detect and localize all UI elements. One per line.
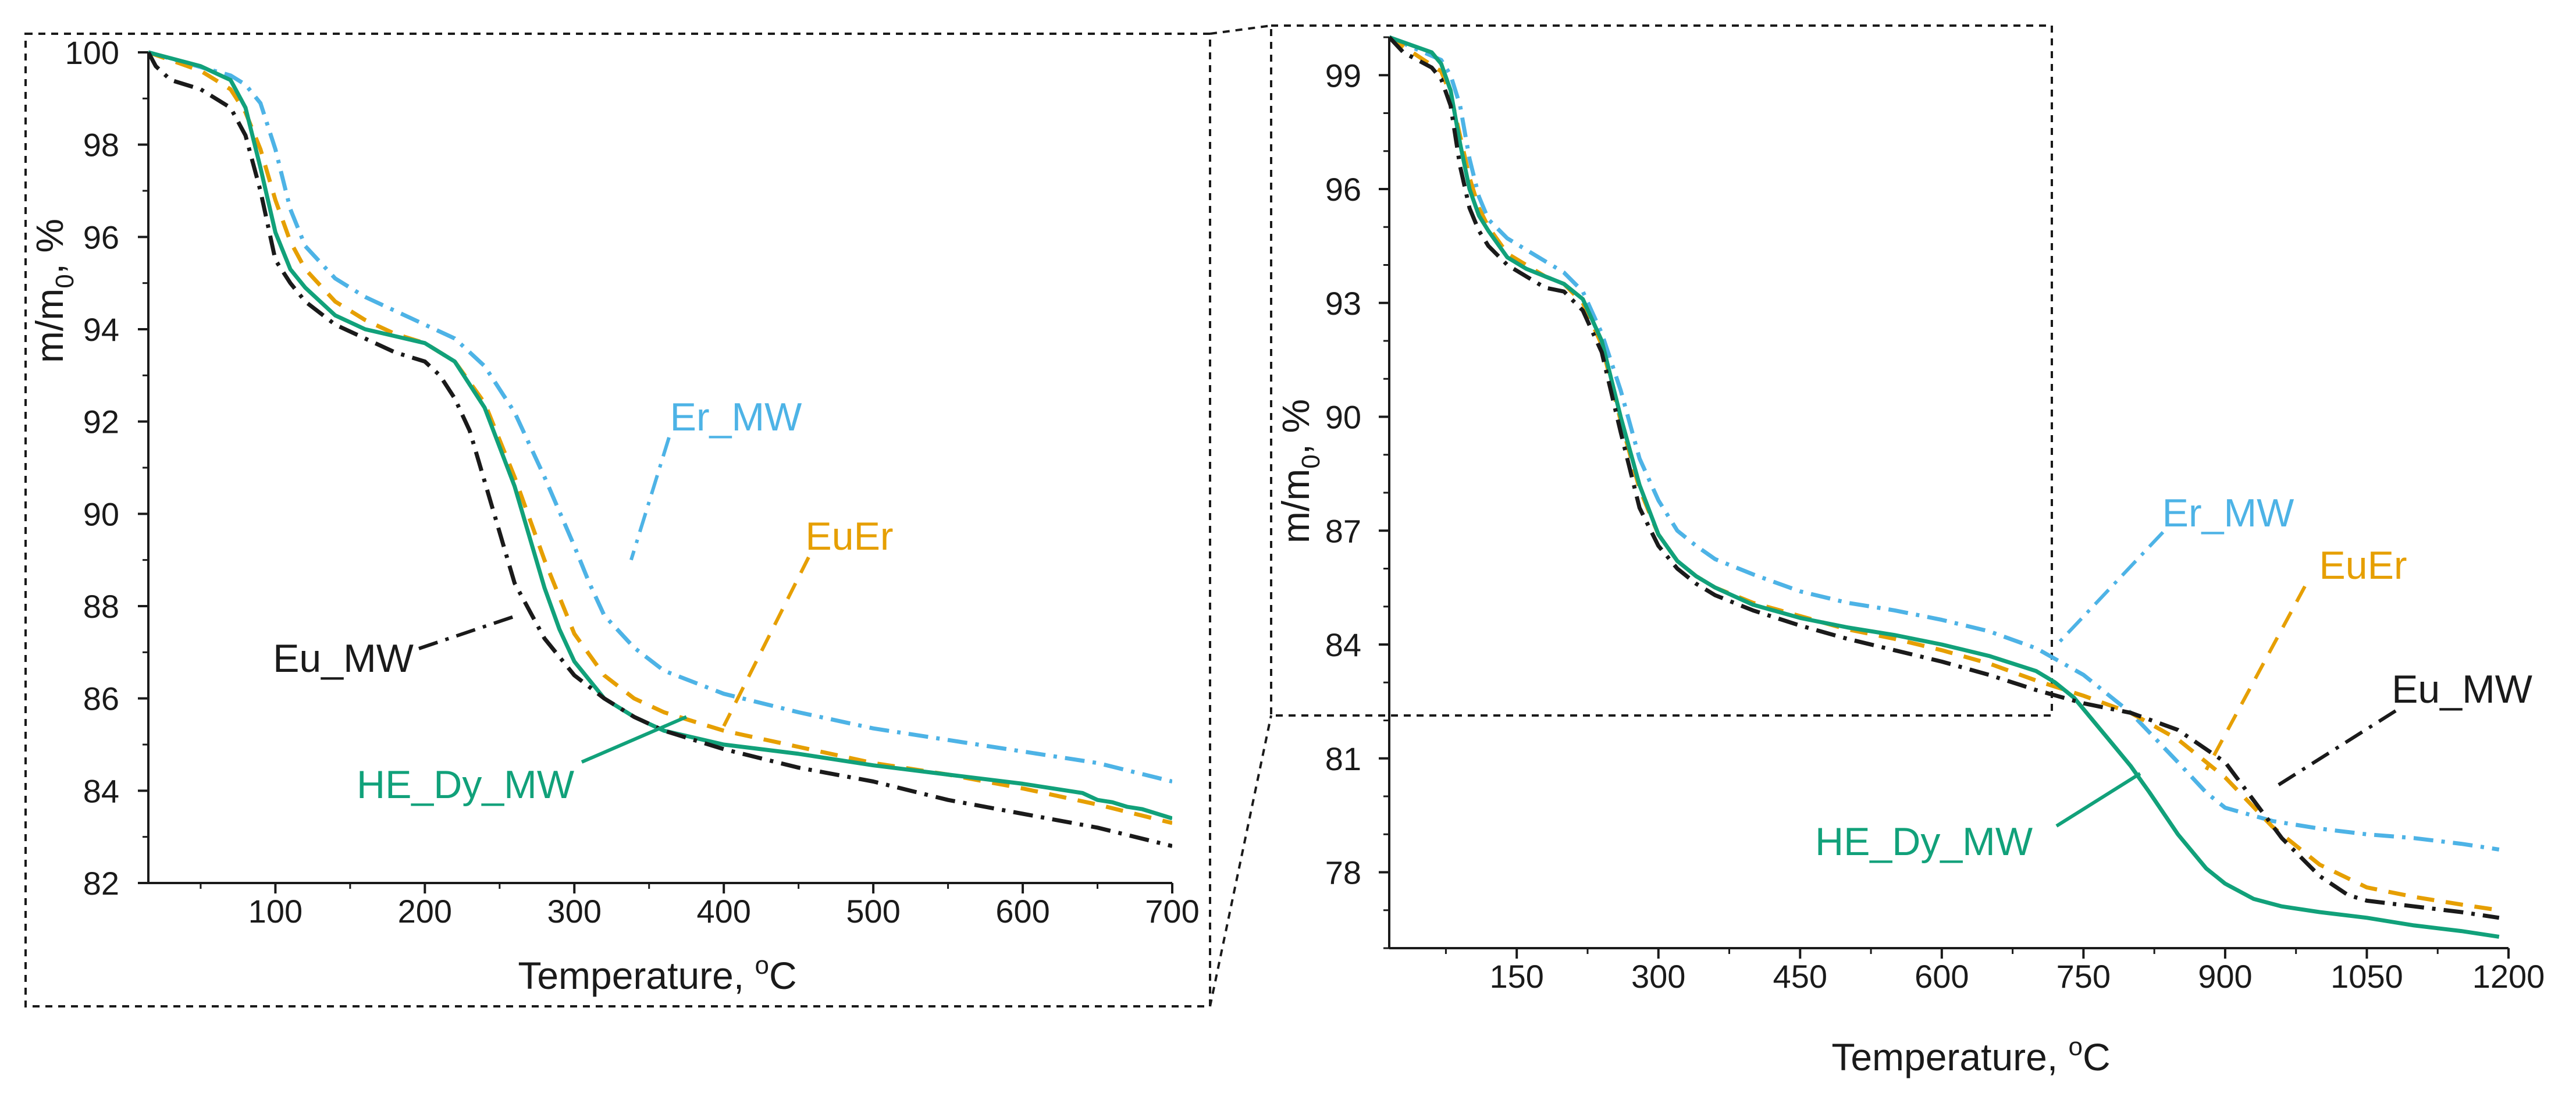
left-x-tick-label: 300	[547, 893, 602, 930]
right-y-tick-label: 78	[1325, 855, 1361, 891]
left-y-tick-label: 98	[83, 127, 119, 163]
right-annotation-leader-euer	[2204, 585, 2307, 771]
right-y-axis-title: m/m0, %	[1274, 399, 1325, 543]
right-y-tick-label: 84	[1325, 626, 1361, 663]
left-y-tick-label: 86	[83, 681, 119, 717]
left-x-tick-label: 600	[995, 893, 1049, 930]
left-x-axis-title: Temperature, oC	[518, 951, 796, 997]
zoom-connector-bottom	[1209, 715, 1272, 1007]
right-x-tick-label: 1050	[2331, 958, 2403, 995]
right-annotation-leader-eu-mw	[2271, 709, 2397, 791]
left-y-tick-label: 100	[65, 34, 119, 71]
left-annotation-leader-eu-mw	[418, 614, 518, 650]
left-y-tick-label: 88	[83, 588, 119, 625]
left-series-er-mw-line	[148, 50, 1172, 784]
right-y-tick-label: 99	[1325, 57, 1361, 94]
right-annotation-leader-he-dy-mw	[2055, 772, 2141, 828]
right-annotation-euer: EuEr	[2319, 543, 2407, 588]
right-series-he-dy-mw-line	[1389, 35, 2500, 939]
right-x-tick-label: 900	[2198, 958, 2252, 995]
left-inset-frame	[24, 33, 1211, 1007]
left-x-tick-label: 200	[398, 893, 452, 930]
right-y-tick-label: 87	[1325, 512, 1361, 549]
left-x-tick-label: 700	[1145, 893, 1199, 930]
left-x-tick-label: 400	[696, 893, 750, 930]
right-series-eu-mw-line	[1389, 35, 2500, 920]
right-annotation-he-dy-mw: HE_Dy_MW	[1815, 820, 2033, 864]
right-x-tick-label: 750	[2056, 958, 2111, 995]
left-series-he-dy-mw-line	[148, 50, 1172, 821]
left-y-tick-label: 82	[83, 865, 119, 902]
left-y-tick-label: 90	[83, 496, 119, 532]
zoom-connector-top	[1209, 24, 1272, 35]
right-annotations: Er_MW EuEr Eu_MW HE_Dy_MW	[1815, 491, 2532, 864]
left-y-tick-label: 84	[83, 772, 119, 809]
left-annotation-eu-mw: Eu_MW	[273, 636, 414, 681]
right-y-tick-label: 81	[1325, 740, 1361, 777]
right-x-tick-label: 150	[1489, 958, 1543, 995]
left-series-euer-line	[148, 50, 1172, 825]
right-annotation-er-mw: Er_MW	[2162, 491, 2294, 535]
zoom-region-frame	[1270, 24, 2053, 717]
left-annotation-he-dy-mw: HE_Dy_MW	[357, 763, 574, 807]
right-series-er-mw-line	[1389, 35, 2500, 852]
left-y-tick-label: 96	[83, 219, 119, 255]
right-annotation-leader-er-mw	[2055, 531, 2165, 646]
left-annotations: Er_MW EuEr Eu_MW HE_Dy_MW	[273, 395, 894, 807]
left-annotation-leader-euer	[722, 556, 810, 727]
right-annotation-eu-mw: Eu_MW	[2392, 667, 2532, 711]
left-ticks: 100 200 300 400 500 600 700 82 84 86 88 90 92 94 96 98 1…	[65, 34, 1200, 930]
right-y-tick-label: 90	[1325, 399, 1361, 436]
right-tga-chart: 150 300 450 600 750 900 1050 1200 78 81 84 87 90 93 96…	[1274, 35, 2545, 1078]
left-series-group	[148, 50, 1172, 848]
right-x-axis-title: Temperature, oC	[1831, 1033, 2110, 1078]
left-series-eu-mw-line	[148, 51, 1172, 848]
right-series-euer-line	[1389, 35, 2500, 913]
right-y-tick-label: 96	[1325, 171, 1361, 208]
right-ticks: 150 300 450 600 750 900 1050 1200 78 81 84 87 90 93 96…	[1325, 36, 2545, 995]
right-y-tick-label: 93	[1325, 285, 1361, 322]
right-x-tick-label: 600	[1915, 958, 1969, 995]
left-annotation-euer: EuEr	[805, 514, 893, 558]
right-series-group	[1389, 35, 2500, 939]
left-y-tick-label: 92	[83, 404, 119, 440]
right-x-tick-label: 300	[1631, 958, 1685, 995]
right-x-tick-label: 1200	[2472, 958, 2545, 995]
left-annotation-leader-he-dy-mw	[581, 715, 688, 764]
left-y-axis-title: m/m0, %	[28, 219, 79, 363]
right-x-tick-label: 450	[1773, 958, 1827, 995]
left-y-tick-label: 94	[83, 311, 119, 348]
left-tga-chart: 100 200 300 400 500 600 700 82 84 86 88 90 92 94 96 98 1…	[28, 34, 1200, 997]
left-x-tick-label: 100	[248, 893, 303, 930]
left-annotation-er-mw: Er_MW	[670, 395, 802, 439]
left-x-tick-label: 500	[846, 893, 900, 930]
